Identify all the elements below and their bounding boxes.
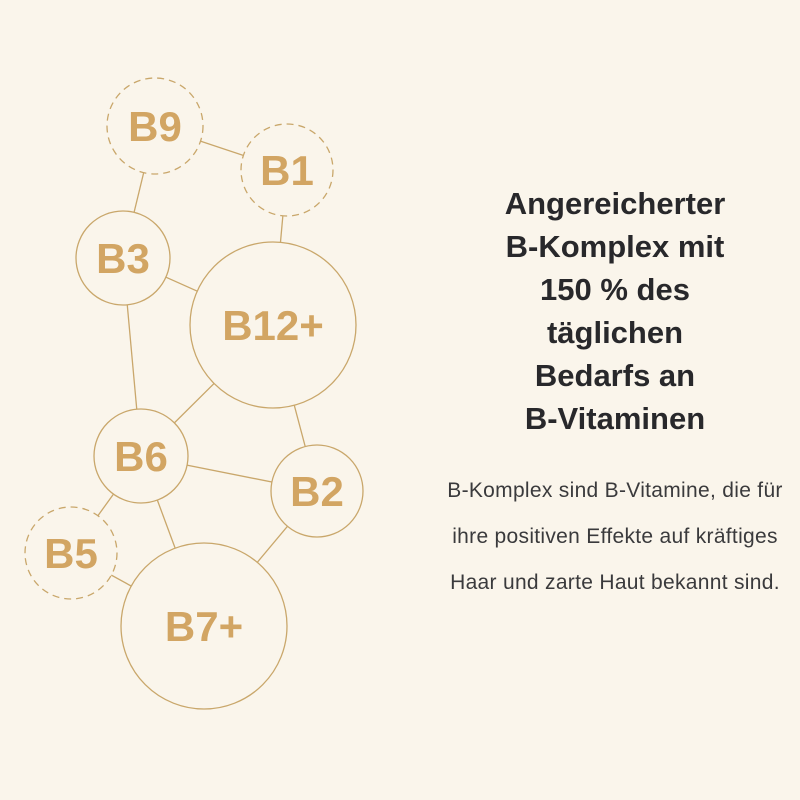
headline-line: B-Komplex mit	[505, 229, 725, 264]
subtext-line: ihre positiven Effekte auf kräftiges	[452, 525, 778, 548]
node-B2: B2	[270, 444, 364, 538]
headline-line: Bedarfs an	[534, 358, 696, 393]
headline-line: Angereicherter	[504, 186, 726, 221]
node-B6: B6	[93, 408, 189, 504]
node-circle-B7	[120, 542, 288, 710]
node-circle-B3	[75, 210, 171, 306]
subtext-line: Haar und zarte Haut bekannt sind.	[450, 571, 780, 594]
headline-line: 150 % des	[540, 272, 690, 307]
node-label-B9: B9	[128, 103, 182, 150]
node-label-B6: B6	[114, 433, 168, 480]
node-circle-B12	[189, 241, 357, 409]
node-B1: B1	[240, 123, 334, 217]
subtext-line: B-Komplex sind B-Vitamine, die für	[447, 479, 783, 502]
node-circle-B5	[24, 506, 118, 600]
node-circle-B2	[270, 444, 364, 538]
node-B12: B12+	[189, 241, 357, 409]
headline: Angereicherter B-Komplex mit 150 % des t…	[430, 182, 800, 440]
node-B9: B9	[106, 77, 204, 175]
node-B7: B7+	[120, 542, 288, 710]
node-B5: B5	[24, 506, 118, 600]
node-circle-B6	[93, 408, 189, 504]
node-B3: B3	[75, 210, 171, 306]
text-column: Angereicherter B-Komplex mit 150 % des t…	[430, 182, 800, 606]
node-label-B2: B2	[290, 468, 344, 515]
headline-line: täglichen	[546, 315, 684, 350]
node-label-B12: B12+	[222, 302, 324, 349]
node-label-B5: B5	[44, 530, 98, 577]
node-label-B1: B1	[260, 147, 314, 194]
subtext: B-Komplex sind B-Vitamine, die für ihre …	[430, 468, 800, 606]
node-circle-B1	[240, 123, 334, 217]
node-circle-B9	[106, 77, 204, 175]
headline-line: B-Vitaminen	[524, 401, 706, 436]
node-label-B7: B7+	[165, 603, 243, 650]
node-label-B3: B3	[96, 235, 150, 282]
